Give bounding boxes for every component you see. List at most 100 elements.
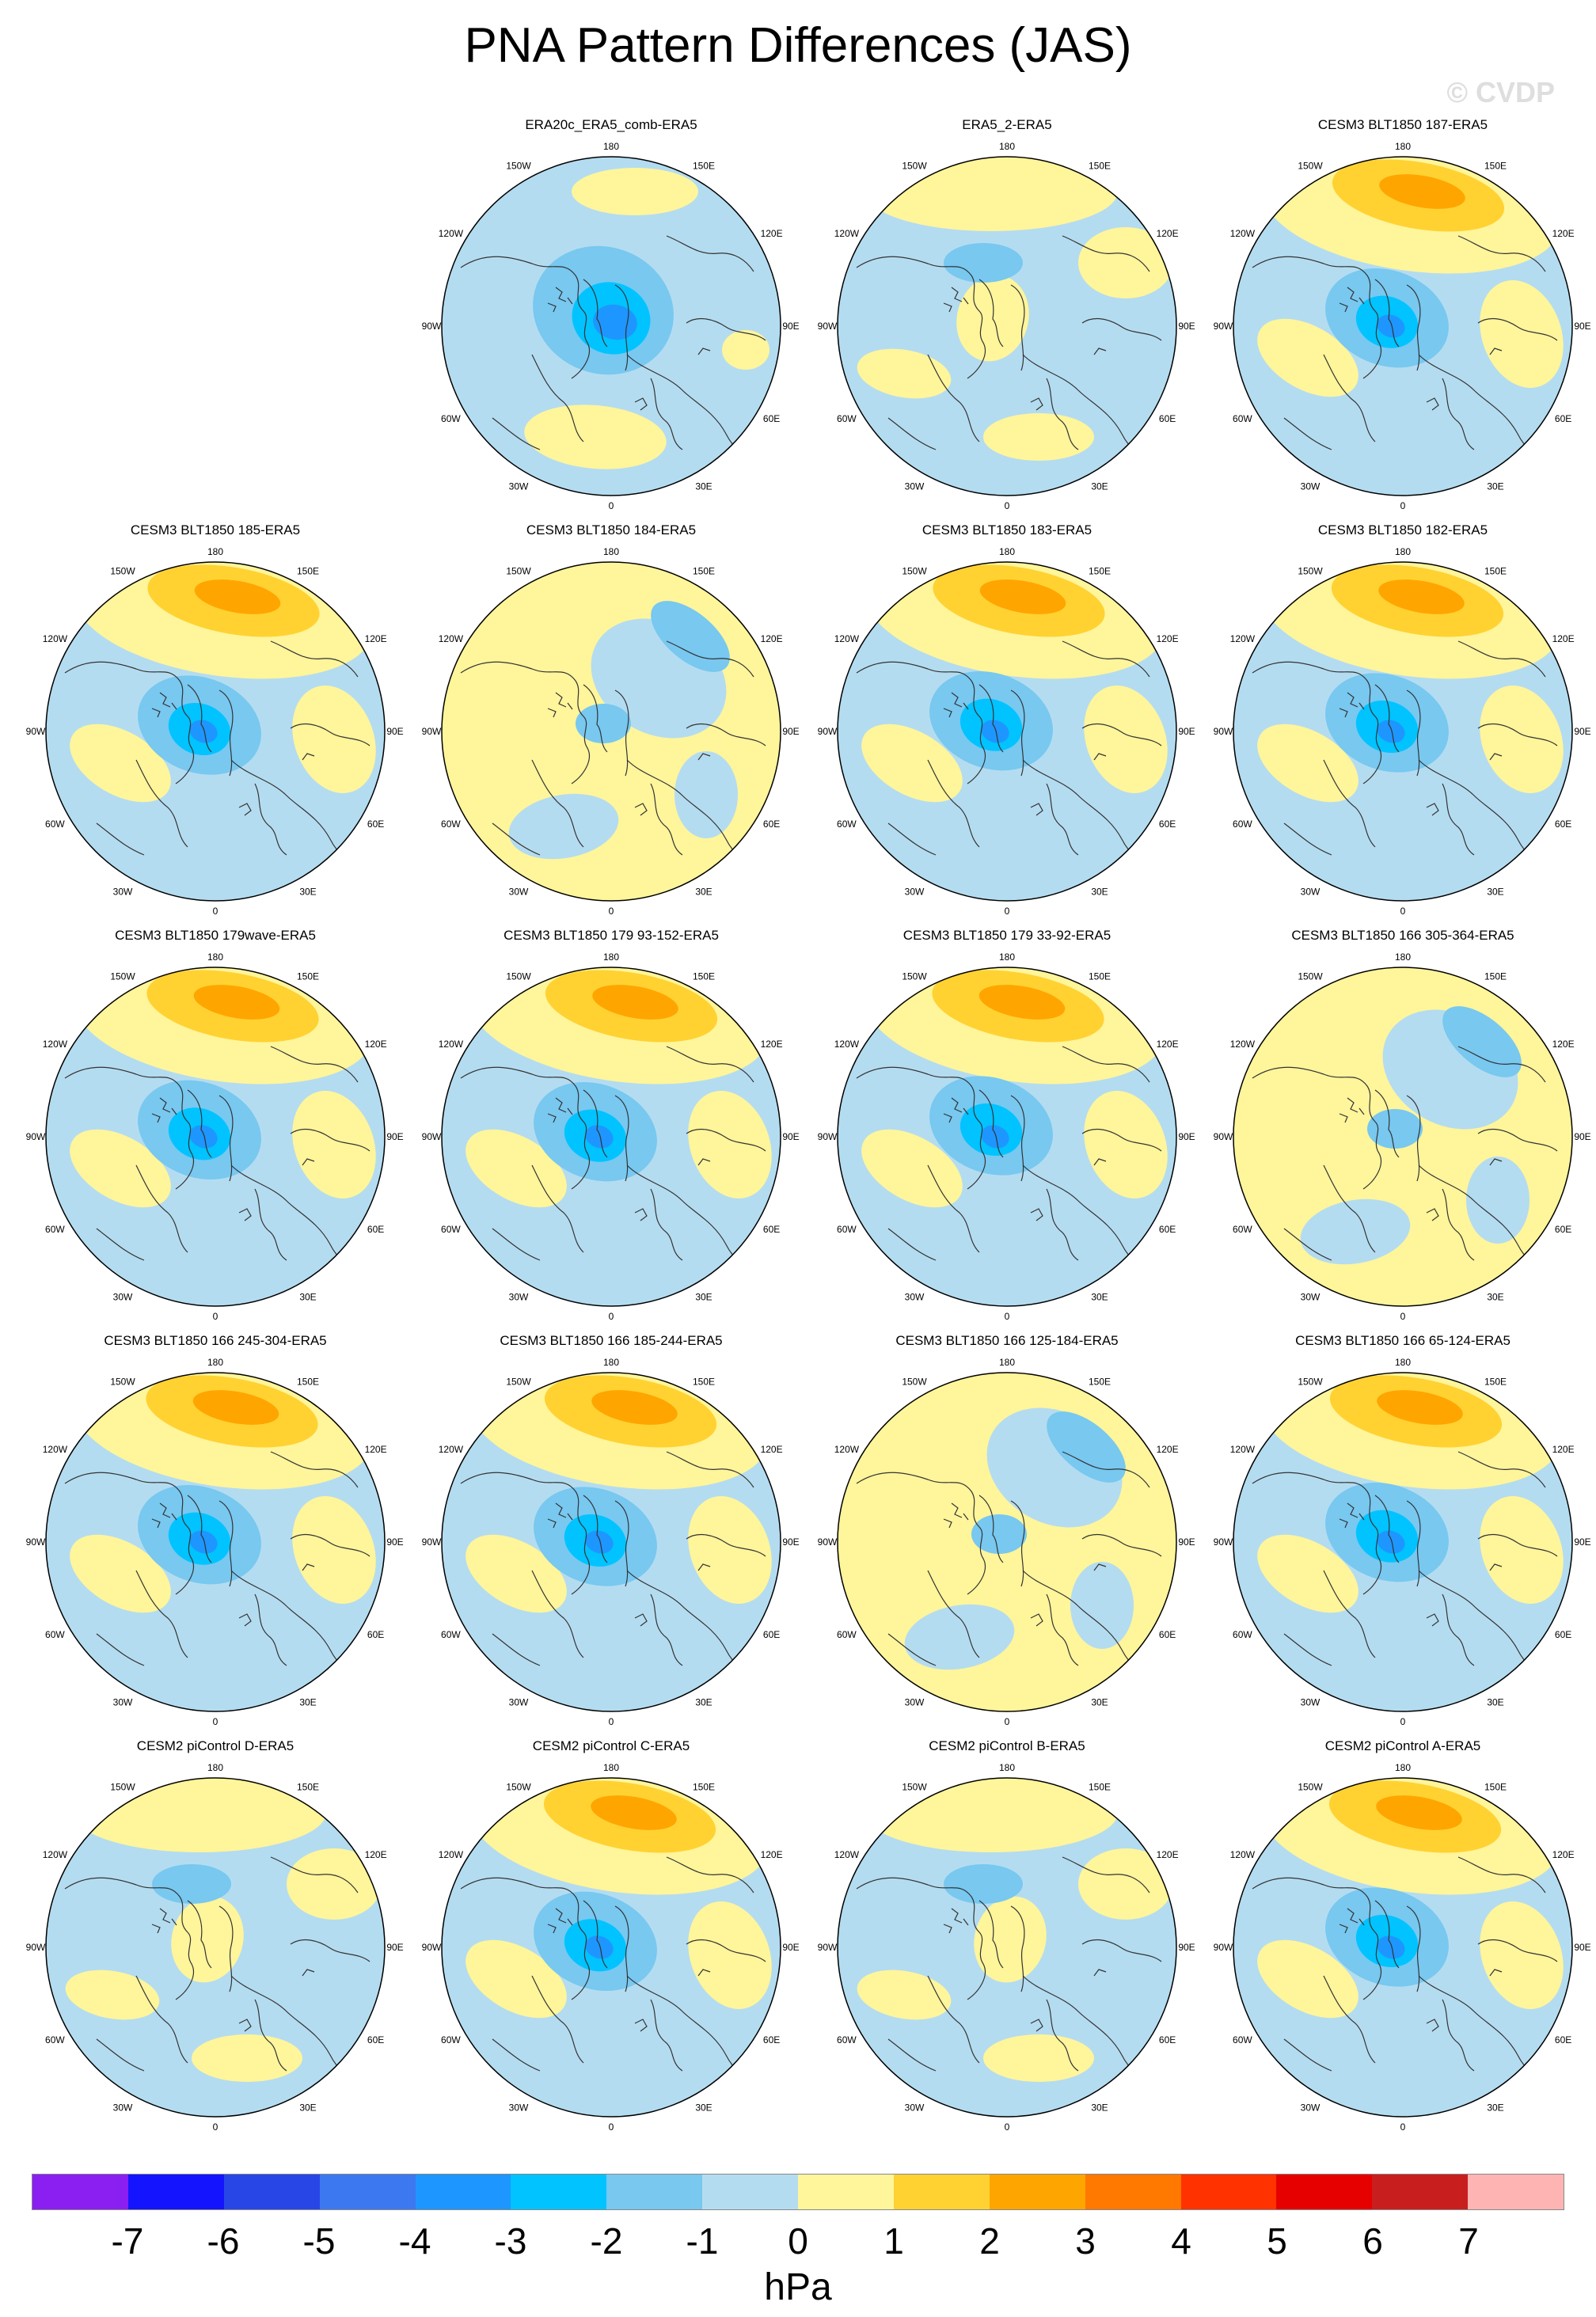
- colorbar-tick-label: 7: [1458, 2220, 1479, 2262]
- longitude-label: 120E: [1552, 1849, 1575, 1860]
- colorbar-segment: [1180, 2175, 1277, 2209]
- longitude-label: 30W: [1301, 481, 1320, 492]
- longitude-label: 120W: [834, 633, 860, 644]
- colorbar-tick-label: 5: [1267, 2220, 1287, 2262]
- panel-title: CESM3 BLT1850 166 305-364-ERA5: [1291, 928, 1514, 943]
- longitude-label: 60E: [763, 413, 780, 424]
- longitude-label: 150E: [1484, 1376, 1507, 1387]
- coastline-5: [650, 783, 683, 856]
- longitude-label: 120E: [761, 1039, 783, 1050]
- longitude-label: 0: [609, 1311, 614, 1322]
- colorbar-segment: [223, 2175, 320, 2209]
- coastline-3: [218, 1500, 234, 1587]
- anomaly-field: [442, 562, 781, 901]
- anomaly-field: [1233, 967, 1572, 1306]
- longitude-label: 150W: [1298, 1376, 1323, 1387]
- longitude-label: 0: [1400, 500, 1406, 511]
- longitude-label: 120W: [834, 228, 860, 239]
- map-panel: CESM2 piControl D-ERA5 180 150E 120E 90E 60E 3…: [17, 1738, 413, 2144]
- negative-anomaly-area: [944, 243, 1023, 283]
- colorbar-tick-label: 0: [788, 2220, 808, 2262]
- anomaly-field: [1233, 1778, 1572, 2117]
- coastline-8: [1477, 1128, 1558, 1152]
- longitude-label: 30W: [113, 1697, 133, 1708]
- longitude-label: 90E: [782, 726, 799, 737]
- longitude-label: 60W: [441, 1629, 461, 1640]
- positive-anomaly-patch: [1084, 686, 1168, 793]
- coastline-6: [1323, 354, 1376, 443]
- negative-anomaly-area: [904, 1604, 1015, 1670]
- colorbar-segment: [606, 2175, 703, 2209]
- anomaly-field: [1233, 1373, 1572, 1711]
- map-panel: CESM3 BLT1850 184-ERA5 180 150E 120E 90E 60E 3…: [413, 522, 809, 928]
- longitude-label: 90E: [1178, 726, 1195, 737]
- longitude-label: 120W: [1230, 1444, 1256, 1455]
- longitude-label: 150E: [1484, 160, 1507, 171]
- positive-anomaly-patch: [466, 1534, 567, 1613]
- longitude-label: 120W: [1230, 228, 1256, 239]
- longitude-label: 150E: [297, 565, 319, 576]
- panel-title: ERA5_2-ERA5: [962, 117, 1052, 132]
- longitude-label: 30W: [905, 1697, 925, 1708]
- longitude-label: 0: [213, 906, 218, 917]
- longitude-label: 150W: [110, 1781, 135, 1792]
- negative-anomaly-peak: [189, 1530, 218, 1554]
- coastline-8: [686, 317, 766, 341]
- longitude-label: 120W: [43, 1849, 68, 1860]
- coastline-7: [1062, 1046, 1150, 1083]
- coastline-9: [887, 1228, 937, 1261]
- coastline-6: [135, 1975, 188, 2064]
- polar-map: 180 150E 120E 90E 60E 30E 0 30W 60W 90W 120W 150W: [1214, 951, 1591, 1322]
- map-panel: CESM3 BLT1850 183-ERA5 180 150E 120E 90E 60E 3…: [809, 522, 1205, 928]
- coastline-7: [270, 1451, 359, 1488]
- coastline-9: [492, 1633, 541, 1666]
- coastline-5: [650, 1593, 683, 1666]
- anomaly-field: [46, 1373, 385, 1711]
- coastline-6: [1323, 1570, 1376, 1658]
- map-boundary: [441, 561, 781, 902]
- longitude-label: 30E: [695, 481, 712, 492]
- panel-title: CESM2 piControl B-ERA5: [929, 1738, 1085, 1753]
- coastline-6: [927, 354, 980, 443]
- coastline-2: [547, 1502, 573, 1529]
- longitude-label: 30E: [1091, 1292, 1108, 1303]
- coastline-1: [583, 279, 608, 348]
- anomaly-field: [442, 1778, 781, 2117]
- longitude-label: 60W: [45, 819, 65, 830]
- positive-anomaly-patch: [292, 1091, 376, 1198]
- longitude-label: 150E: [297, 1781, 319, 1792]
- panel-title: CESM3 BLT1850 187-ERA5: [1317, 117, 1488, 132]
- negative-anomaly-core: [1442, 1006, 1522, 1077]
- longitude-label: 120W: [834, 1444, 860, 1455]
- longitude-label: 30E: [1487, 2102, 1503, 2114]
- coastline-7: [1457, 640, 1546, 678]
- coastline-5: [1442, 1999, 1475, 2072]
- longitude-label: 90E: [1574, 321, 1590, 332]
- coastline-6: [531, 759, 584, 848]
- coastline-3: [218, 1095, 234, 1182]
- longitude-label: 0: [213, 1716, 218, 1727]
- coastline-6: [927, 1570, 980, 1658]
- negative-anomaly-area: [674, 751, 738, 838]
- longitude-label: 120W: [43, 633, 68, 644]
- longitude-label: 60W: [45, 1224, 65, 1235]
- positive-anomaly-patch: [466, 1129, 567, 1208]
- coastline-6: [135, 1570, 188, 1658]
- coastline-0: [460, 1472, 590, 1595]
- longitude-label: 120E: [1157, 228, 1179, 239]
- longitude-label: 180: [1395, 951, 1411, 963]
- positive-anomaly-peak: [1379, 174, 1465, 209]
- longitude-label: 150E: [1089, 1376, 1111, 1387]
- longitude-label: 150W: [1298, 970, 1323, 982]
- coastline-8: [686, 1128, 766, 1152]
- longitude-label: 120W: [439, 633, 464, 644]
- coastline-2: [547, 287, 573, 313]
- longitude-label: 60W: [1233, 1224, 1252, 1235]
- map-boundary: [837, 561, 1177, 902]
- longitude-label: 30E: [299, 1697, 316, 1708]
- positive-anomaly-peak: [194, 579, 281, 614]
- coastline-2: [943, 692, 969, 718]
- longitude-label: 30E: [1091, 887, 1108, 898]
- coastline-3: [1010, 284, 1025, 371]
- coastline-8: [290, 1533, 370, 1557]
